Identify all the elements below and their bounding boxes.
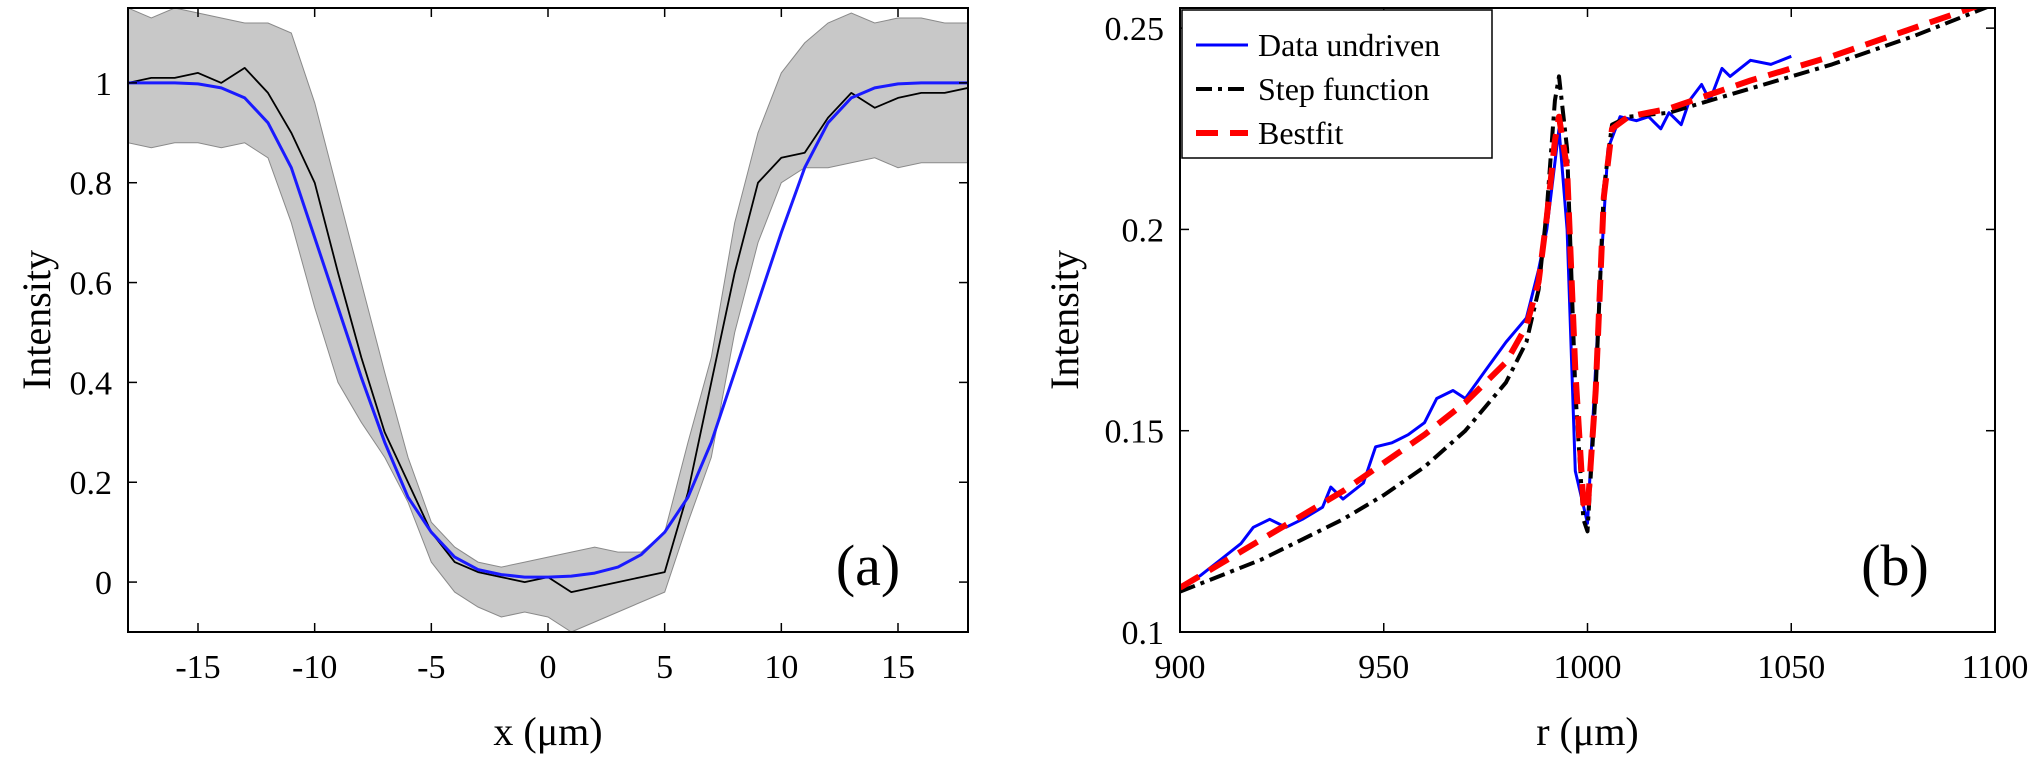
legend-label: Data undriven xyxy=(1258,27,1440,63)
y-axis-label: Intensity xyxy=(1042,250,1087,390)
series-line-step-function xyxy=(1180,8,1991,594)
x-tick-label: -5 xyxy=(417,649,445,686)
y-tick-label: 0.1 xyxy=(1122,615,1165,652)
legend-label: Step function xyxy=(1258,71,1430,107)
y-tick-label: 0.2 xyxy=(70,465,113,502)
x-tick-label: -15 xyxy=(175,649,220,686)
y-axis-label: Intensity xyxy=(14,250,59,390)
x-tick-label: 900 xyxy=(1155,649,1206,686)
legend-label: Bestfit xyxy=(1258,115,1343,151)
panel-label: (b) xyxy=(1861,533,1929,598)
y-tick-label: 0 xyxy=(95,565,112,602)
y-tick-label: 0.4 xyxy=(70,365,113,402)
panel-label: (a) xyxy=(836,533,900,598)
x-tick-label: 1000 xyxy=(1554,649,1622,686)
x-axis-label: x (μm) xyxy=(493,709,602,754)
plot-area-0 xyxy=(128,8,968,632)
y-tick-label: 0.8 xyxy=(70,166,113,203)
y-tick-label: 0.15 xyxy=(1105,414,1165,451)
plot-area-1 xyxy=(1180,8,1991,594)
y-tick-label: 0.25 xyxy=(1105,11,1165,48)
legend: Data undriven Step function Bestfit xyxy=(1181,9,1493,159)
series-line-bestfit xyxy=(1180,8,1981,591)
x-axis-label: r (μm) xyxy=(1536,709,1639,754)
series-band xyxy=(128,8,968,632)
x-tick-label: -10 xyxy=(292,649,337,686)
series-line-fit xyxy=(128,81,968,579)
x-tick-label: 1100 xyxy=(1962,649,2029,686)
x-tick-label: 950 xyxy=(1358,649,1409,686)
y-tick-label: 0.6 xyxy=(70,266,113,303)
x-tick-label: 10 xyxy=(764,649,798,686)
x-tick-label: 5 xyxy=(656,649,673,686)
y-tick-label: 0.2 xyxy=(1122,212,1165,249)
x-tick-label: 15 xyxy=(881,649,915,686)
x-tick-label: 0 xyxy=(540,649,557,686)
x-tick-label: 1050 xyxy=(1757,649,1825,686)
y-tick-label: 1 xyxy=(95,66,112,103)
